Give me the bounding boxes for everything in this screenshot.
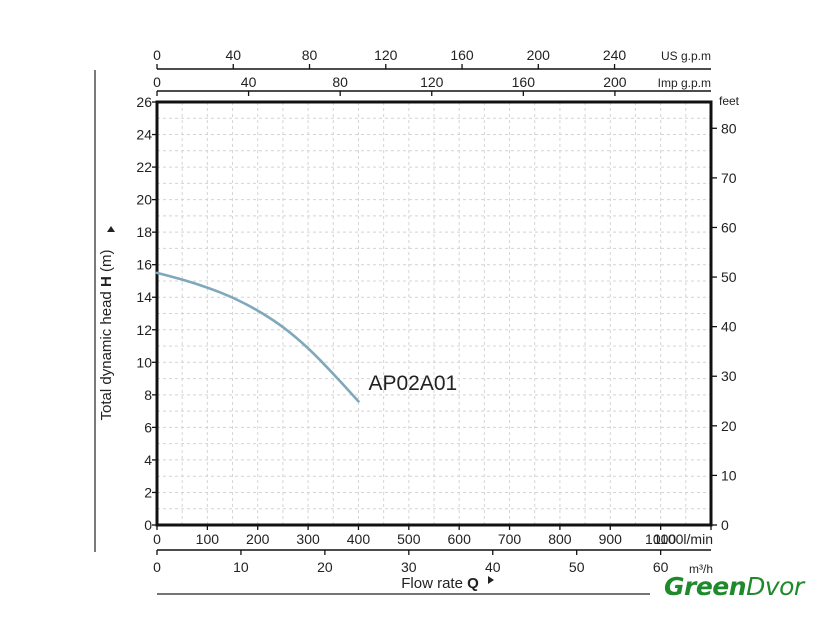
feet-tick-label: 80 (721, 120, 737, 136)
y-tick-label: 8 (144, 387, 152, 403)
axes: 0246810121416182022242601020304050607080… (94, 47, 740, 595)
lmin-tick-label: 1100l/min (653, 531, 713, 547)
feet-tick-label: 50 (721, 269, 737, 285)
y-tick-label: 26 (136, 94, 152, 110)
lmin-tick-label: 0 (153, 531, 161, 547)
imp-gpm-tick-label: 160 (512, 74, 536, 90)
us-gpm-tick-label: 200 (527, 47, 551, 63)
grid (157, 102, 711, 525)
lmin-tick-label: 1000 (645, 531, 676, 547)
lmin-tick-label: 700 (498, 531, 522, 547)
us-gpm-tick-label: 80 (302, 47, 318, 63)
m3h-tick-label: 20 (317, 559, 333, 575)
m3h-tick-label: 0 (153, 559, 161, 575)
m3h-tick-label: 40 (485, 559, 501, 575)
feet-tick-label: 20 (721, 418, 737, 434)
us-gpm-tick-label: 160 (450, 47, 474, 63)
y-tick-label: 14 (136, 289, 152, 305)
y-tick-label: 18 (136, 224, 152, 240)
y-tick-label: 2 (144, 484, 152, 500)
m3h-tick-label: 60 (653, 559, 669, 575)
y-tick-label: 16 (136, 257, 152, 273)
plot-frame (155, 100, 713, 527)
imp-gpm-tick-label: 80 (332, 74, 348, 90)
brand-logo: GreenDvor (664, 572, 804, 601)
x-title-arrow-icon (488, 576, 494, 584)
feet-unit-label: feet (719, 94, 740, 108)
curve-AP02A01 (155, 271, 360, 403)
lmin-tick-label: 400 (347, 531, 371, 547)
x-axis-title: Flow rate Q (401, 575, 479, 592)
y-tick-label: 4 (144, 452, 152, 468)
us-gpm-unit-label: US g.p.m (661, 49, 711, 63)
us-gpm-tick-label: 120 (374, 47, 398, 63)
m3h-unit-label: m³/h (689, 562, 713, 576)
feet-tick-label: 70 (721, 170, 737, 186)
feet-tick-label: 40 (721, 319, 737, 335)
feet-tick-label: 10 (721, 467, 737, 483)
lmin-tick-label: 900 (599, 531, 623, 547)
y-axis-title: Total dynamic head H (m) (98, 250, 115, 421)
y-title-arrow-icon (107, 226, 115, 232)
y-tick-label: 20 (136, 192, 152, 208)
feet-tick-label: 60 (721, 219, 737, 235)
imp-gpm-tick-label: 0 (153, 74, 161, 90)
y-tick-label: 12 (136, 322, 152, 338)
lmin-tick-label: 800 (548, 531, 572, 547)
us-gpm-tick-label: 40 (225, 47, 241, 63)
y-tick-label: 10 (136, 354, 152, 370)
y-tick-label: 24 (136, 127, 152, 143)
feet-tick-label: 0 (721, 517, 729, 533)
lmin-tick-label: 100 (196, 531, 220, 547)
m3h-tick-label: 50 (569, 559, 585, 575)
us-gpm-tick-label: 240 (603, 47, 627, 63)
y-tick-label: 22 (136, 159, 152, 175)
feet-tick-label: 30 (721, 368, 737, 384)
series-layer: AP02A01 (155, 271, 457, 403)
imp-gpm-tick-label: 120 (420, 74, 444, 90)
plot-border (155, 100, 713, 527)
us-gpm-tick-label: 0 (153, 47, 161, 63)
m3h-tick-label: 10 (233, 559, 249, 575)
lmin-tick-label: 200 (246, 531, 270, 547)
imp-gpm-unit-label: Imp g.p.m (658, 76, 711, 90)
lmin-tick-label: 300 (296, 531, 320, 547)
m3h-tick-label: 30 (401, 559, 417, 575)
y-tick-label: 0 (144, 517, 152, 533)
imp-gpm-tick-label: 200 (603, 74, 627, 90)
series-label: AP02A01 (368, 372, 457, 395)
y-tick-label: 6 (144, 419, 152, 435)
imp-gpm-tick-label: 40 (241, 74, 257, 90)
lmin-tick-label: 500 (397, 531, 421, 547)
lmin-tick-label: 600 (448, 531, 472, 547)
